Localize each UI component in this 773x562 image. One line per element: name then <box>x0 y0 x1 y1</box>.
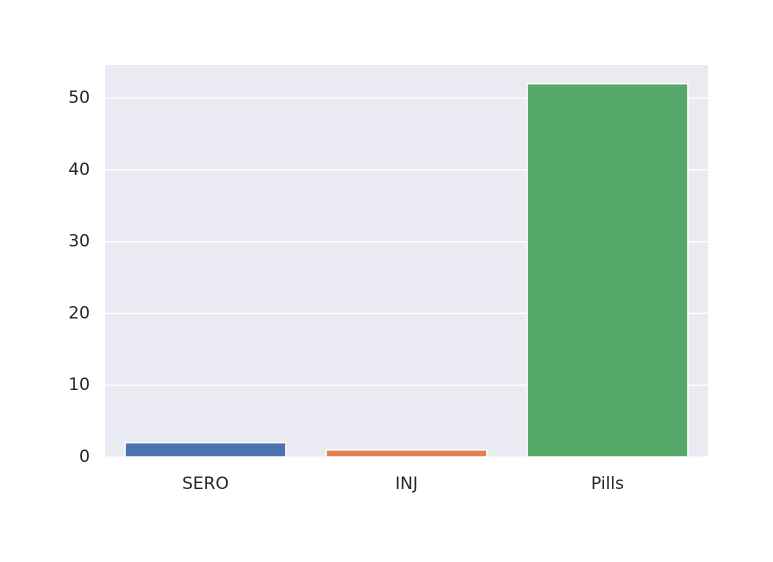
y-tick-label: 40 <box>68 160 90 180</box>
bar-sero <box>124 441 287 458</box>
bar-pills <box>526 82 689 458</box>
x-tick-label: Pills <box>591 474 624 494</box>
bars <box>124 82 689 458</box>
y-tick-label: 10 <box>68 375 90 395</box>
x-tick-label: INJ <box>395 474 418 494</box>
x-axis-ticks: SERO INJ Pills <box>182 474 624 494</box>
y-tick-label: 30 <box>68 232 90 252</box>
y-tick-label: 0 <box>79 447 90 467</box>
y-axis-ticks: 0 10 20 30 40 50 <box>68 88 90 467</box>
x-tick-label: SERO <box>182 474 229 494</box>
y-tick-label: 20 <box>68 303 90 323</box>
y-tick-label: 50 <box>68 88 90 108</box>
bar-inj <box>325 449 488 458</box>
